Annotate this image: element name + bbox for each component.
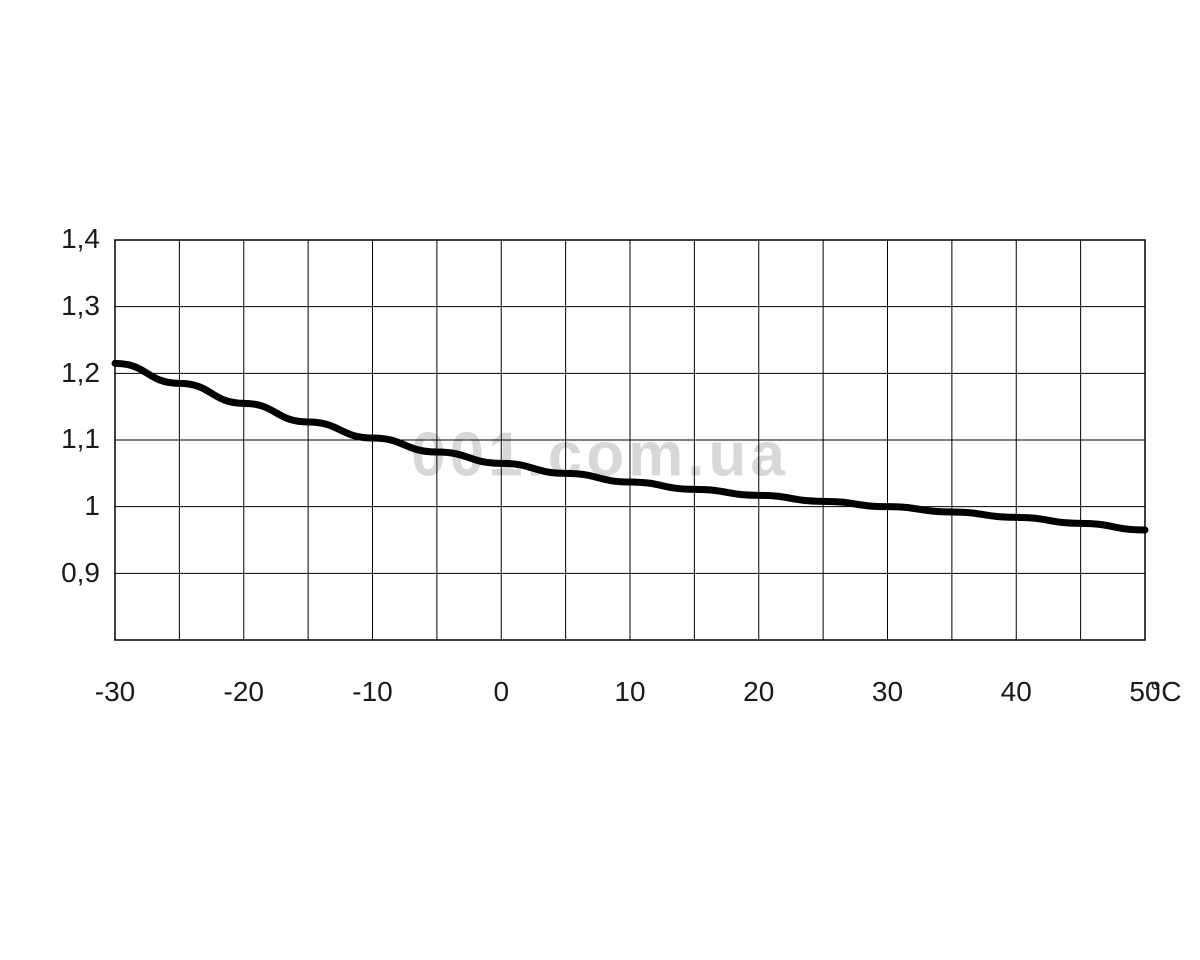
y-tick-label: 1,2 — [61, 357, 100, 389]
chart-stage: 001.com.ua 0,911,11,21,31,4-30-20-100102… — [0, 0, 1200, 960]
y-tick-label: 1,1 — [61, 423, 100, 455]
x-tick-label: 40 — [1001, 676, 1032, 708]
chart-svg — [0, 0, 1200, 960]
x-tick-label: 20 — [743, 676, 774, 708]
x-tick-label: -10 — [352, 676, 392, 708]
y-tick-label: 0,9 — [61, 557, 100, 589]
y-tick-label: 1 — [84, 490, 100, 522]
y-tick-label: 1,3 — [61, 290, 100, 322]
y-tick-label: 1,4 — [61, 223, 100, 255]
x-tick-label: 0 — [493, 676, 509, 708]
x-axis-unit: °C — [1150, 676, 1181, 708]
x-tick-label: 10 — [614, 676, 645, 708]
x-tick-label: 30 — [872, 676, 903, 708]
x-tick-label: -20 — [224, 676, 264, 708]
x-tick-label: -30 — [95, 676, 135, 708]
